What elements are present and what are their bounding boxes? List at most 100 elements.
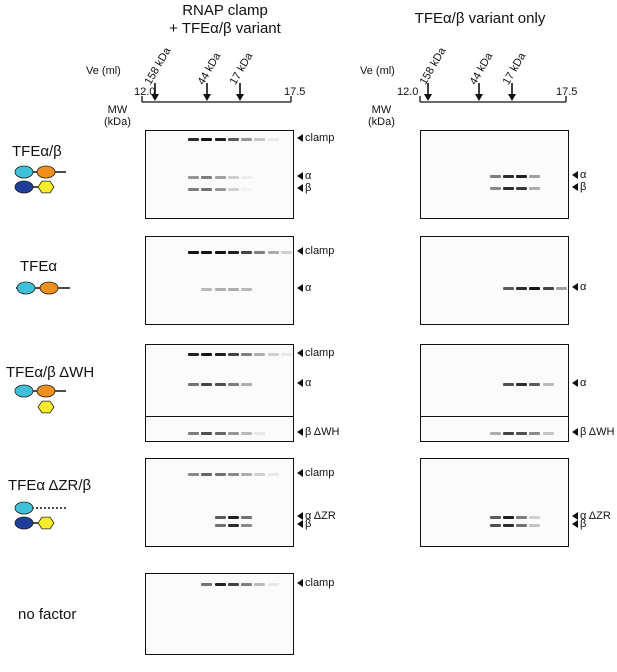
band-label: α ΔZR (297, 510, 336, 522)
band-label-text: β ΔWH (580, 426, 615, 438)
band-label: α (297, 377, 311, 389)
gel-band (502, 174, 514, 178)
gel-band (542, 431, 554, 435)
gel-band (489, 174, 501, 178)
band-pointer-icon (297, 172, 303, 181)
band-label-text: β (580, 181, 587, 193)
band-label: α (572, 377, 586, 389)
mw-line1: MW (107, 104, 128, 116)
gel-band (214, 250, 226, 254)
left-header-line1: RNAP clamp (182, 2, 268, 19)
mw-line1: MW (371, 104, 392, 116)
left-header: RNAP clamp + TFEα/β variant (140, 2, 310, 38)
band-label: clamp (297, 347, 334, 359)
gel-band (281, 250, 292, 254)
gel-band (214, 431, 226, 435)
gel-band (267, 352, 279, 356)
gel-band (241, 472, 253, 476)
alpha-domain-cyan (14, 384, 34, 398)
mw-line2: (kDa) (368, 116, 395, 128)
gel-band (187, 352, 199, 356)
marker-arrow-head-right-0 (424, 94, 432, 101)
alpha-domain-orange (36, 384, 56, 398)
gel-band (187, 175, 199, 179)
gel-band (241, 515, 253, 519)
band-pointer-icon (572, 512, 578, 521)
ve-end-right: 17.5 (556, 86, 578, 98)
gel-band (241, 582, 253, 586)
mw-header-right: MW (kDa) (368, 104, 395, 128)
blot-right-2 (420, 344, 569, 442)
gel-band (542, 382, 554, 386)
marker-arrow-head-left-0 (151, 94, 159, 101)
blot-right-1 (420, 236, 569, 325)
marker-arrow-head-right-1 (475, 94, 483, 101)
marker-arrow-head-left-2 (236, 94, 244, 101)
marker-arrow-head-left-1 (203, 94, 211, 101)
band-label: α (572, 281, 586, 293)
gel-band (529, 174, 541, 178)
band-label: β (572, 181, 586, 193)
band-label: clamp (297, 245, 334, 257)
gel-band (281, 352, 292, 356)
beta-domain-yellow (37, 180, 55, 194)
gel-band (254, 582, 266, 586)
gel-band (201, 175, 213, 179)
ve-label-right: Ve (ml) (360, 65, 395, 77)
band-pointer-icon (297, 134, 303, 143)
gel-band (241, 287, 253, 291)
band-pointer-icon (297, 512, 303, 521)
gel-band (187, 187, 199, 191)
mw-line2: (kDa) (104, 116, 131, 128)
gel-band (529, 186, 541, 190)
band-pointer-icon (297, 247, 303, 256)
band-label-text: clamp (305, 577, 335, 589)
row-label-tfe-a-dzr-b: TFEα ΔZR/β (8, 477, 92, 494)
band-pointer-icon (297, 469, 303, 478)
band-label: clamp (297, 467, 334, 479)
gel-band (254, 250, 266, 254)
gel-band (227, 382, 239, 386)
gel-band (214, 523, 226, 527)
band-label: α (572, 169, 586, 181)
gel-band (227, 523, 239, 527)
blot-left-4 (145, 573, 294, 655)
band-pointer-icon (297, 428, 303, 437)
band-label-text: β (305, 518, 312, 530)
band-pointer-icon (297, 579, 303, 588)
band-label-text: clamp (305, 347, 335, 359)
gel-band (241, 175, 253, 179)
gel-band (502, 186, 514, 190)
gel-band (201, 137, 213, 141)
gel-band (516, 186, 528, 190)
gel-band (201, 352, 213, 356)
gel-band (241, 187, 253, 191)
gel-band (214, 382, 226, 386)
gel-band (254, 352, 266, 356)
band-label: α (297, 170, 311, 182)
band-label-text: clamp (305, 132, 335, 144)
band-label: β (297, 518, 311, 530)
gel-band (227, 582, 239, 586)
gel-band (529, 515, 541, 519)
blot-left-0 (145, 130, 294, 219)
gel-band (214, 582, 226, 586)
band-label-text: α (305, 377, 312, 389)
gel-band (267, 472, 279, 476)
left-header-line2: + TFEα/β variant (169, 20, 281, 37)
gel-band (214, 352, 226, 356)
gel-band (227, 187, 239, 191)
band-label-text: α (305, 170, 312, 182)
gel-band (201, 382, 213, 386)
gel-band (201, 431, 213, 435)
gel-band (502, 431, 514, 435)
gel-band (502, 523, 514, 527)
band-label: α ΔZR (572, 510, 611, 522)
gel-band (227, 250, 239, 254)
band-pointer-icon (572, 379, 578, 388)
gel-band (516, 523, 528, 527)
band-pointer-icon (297, 379, 303, 388)
gel-band (241, 523, 253, 527)
gel-band (214, 175, 226, 179)
ve-start-right: 12.0 (397, 86, 419, 98)
